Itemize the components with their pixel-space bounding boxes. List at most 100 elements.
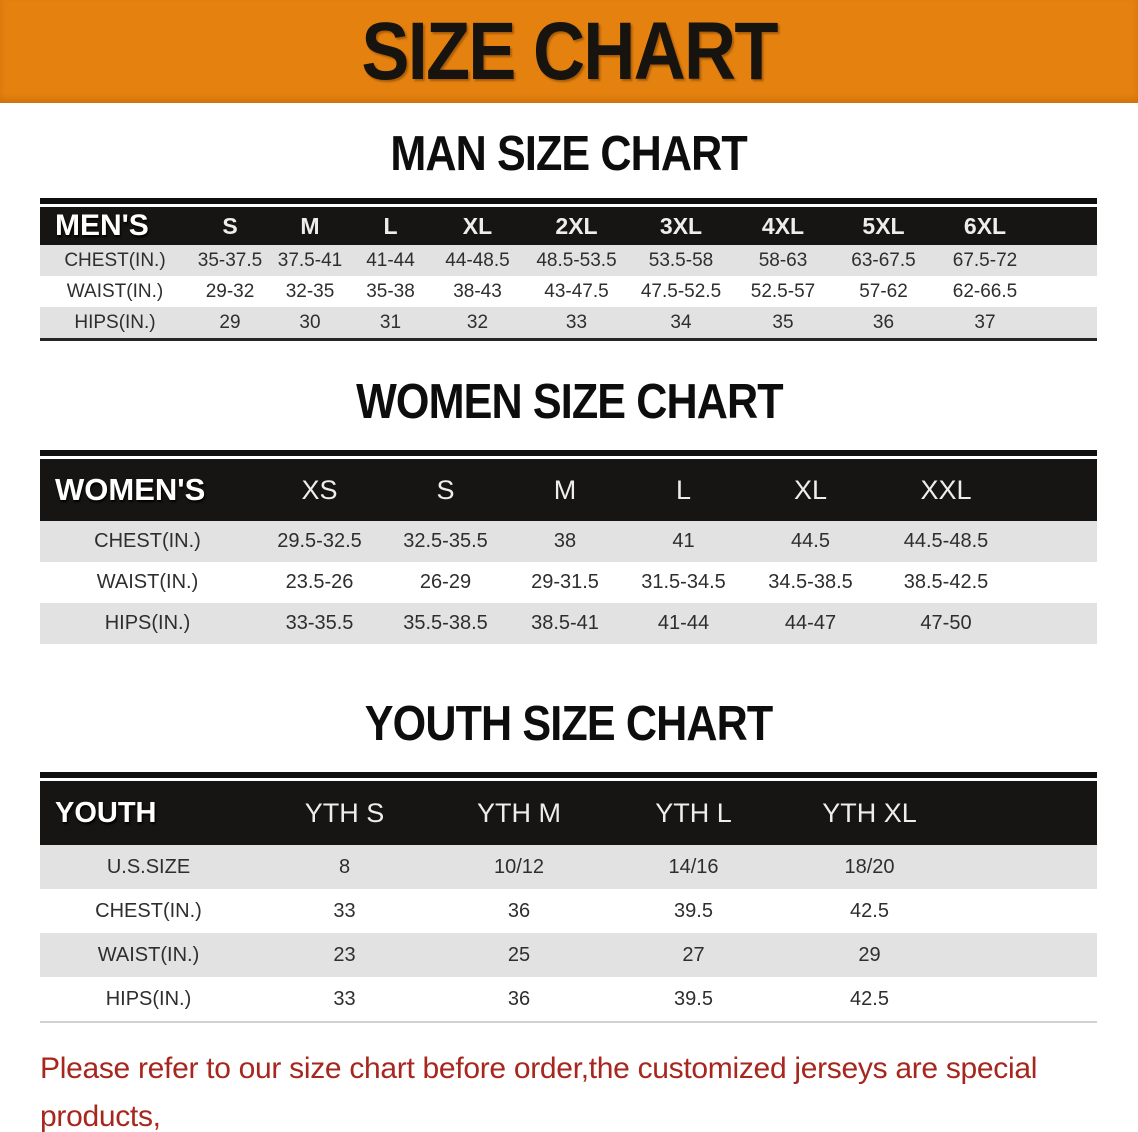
table-cell: 44-48.5 bbox=[445, 249, 510, 271]
page-title-text: SIZE CHART bbox=[361, 5, 778, 97]
disclaimer-note: Please refer to our size chart before or… bbox=[40, 1045, 1108, 1132]
disclaimer-line-1: Please refer to our size chart before or… bbox=[40, 1052, 1038, 1132]
table-cell: 52.5-57 bbox=[750, 280, 816, 302]
table-cell: 26-29 bbox=[419, 571, 472, 593]
table-cell: 29-31.5 bbox=[531, 571, 599, 593]
table-cell: 32-35 bbox=[285, 280, 335, 302]
table-row: WAIST(IN.) 23.5-26 26-29 29-31.5 31.5-34.5 34… bbox=[40, 562, 1097, 603]
table-cell: 47-50 bbox=[920, 612, 972, 634]
table-cell: 29.5-32.5 bbox=[277, 530, 362, 552]
men-size-table: MEN'S S M L XL 2XL 3XL 4XL 5XL 6XL CHEST(IN.) 35-37… bbox=[40, 198, 1097, 341]
column-header: L bbox=[383, 212, 398, 239]
table-cell: 10/12 bbox=[493, 855, 545, 878]
table-cell: 62-66.5 bbox=[952, 280, 1018, 302]
section-youth: YOUTH SIZE CHART YOUTH YTH S YTH M YTH L YTH… bbox=[0, 696, 1138, 1023]
table-row: HIPS(IN.) 33 36 39.5 42.5 bbox=[40, 977, 1097, 1021]
column-header: S bbox=[222, 212, 238, 239]
table-cell: 58-63 bbox=[758, 249, 808, 271]
table-corner-label: WOMEN'S bbox=[55, 472, 206, 507]
table-cell: 33 bbox=[333, 899, 356, 922]
youth-section-heading: YOUTH SIZE CHART bbox=[0, 696, 1138, 752]
table-cell: 37 bbox=[974, 311, 996, 333]
table-cell: 39.5 bbox=[674, 899, 713, 922]
table-cell: 35.5-38.5 bbox=[403, 612, 488, 634]
table-cell: 44.5-48.5 bbox=[903, 530, 989, 552]
table-cell: 36 bbox=[872, 311, 895, 333]
table-cell: 23 bbox=[333, 943, 356, 966]
table-row: U.S.SIZE 8 10/12 14/16 18/20 bbox=[40, 845, 1097, 889]
table-top-border bbox=[40, 450, 1097, 456]
table-cell: 53.5-58 bbox=[648, 249, 714, 271]
table-corner-label: YOUTH bbox=[55, 796, 157, 829]
table-row: CHEST(IN.) 33 36 39.5 42.5 bbox=[40, 889, 1097, 933]
table-cell: 35 bbox=[772, 311, 794, 333]
table-cell: 32.5-35.5 bbox=[403, 530, 488, 552]
column-header: YTH S bbox=[304, 797, 385, 828]
row-label: HIPS(IN.) bbox=[74, 311, 156, 333]
table-cell: 35-38 bbox=[366, 280, 415, 302]
row-label: WAIST(IN.) bbox=[97, 943, 200, 966]
table-cell: 43-47.5 bbox=[544, 280, 609, 302]
banner: SIZE CHART bbox=[0, 0, 1138, 103]
table-cell: 29-32 bbox=[205, 280, 255, 302]
table-cell: 67.5-72 bbox=[952, 249, 1018, 271]
table-cell: 34.5-38.5 bbox=[768, 571, 853, 593]
table-cell: 31.5-34.5 bbox=[641, 571, 726, 593]
women-size-table: WOMEN'S XS S M L XL XXL CHEST(IN.) 29.5-32.5 32.5… bbox=[40, 450, 1097, 644]
table-cell: 32 bbox=[466, 311, 489, 333]
column-header: XS bbox=[301, 474, 338, 505]
table-cell: 18/20 bbox=[844, 855, 895, 878]
men-section-heading-text: MAN SIZE CHART bbox=[390, 127, 748, 181]
table-cell: 42.5 bbox=[850, 899, 889, 922]
table-row: WAIST(IN.) 23 25 27 29 bbox=[40, 933, 1097, 977]
column-header: 6XL bbox=[963, 212, 1007, 239]
table-cell: 47.5-52.5 bbox=[640, 280, 722, 302]
table-row: WAIST(IN.) 29-32 32-35 35-38 38-43 43-47.5 47.… bbox=[40, 276, 1097, 307]
table-row: HIPS(IN.) 33-35.5 35.5-38.5 38.5-41 41-44 44-… bbox=[40, 603, 1097, 644]
table-cell: 8 bbox=[338, 855, 351, 878]
table-cell: 38-43 bbox=[453, 280, 502, 302]
column-header: M bbox=[300, 212, 320, 239]
table-cell: 33 bbox=[333, 987, 356, 1010]
table-top-border bbox=[40, 198, 1097, 204]
column-header: S bbox=[436, 474, 455, 505]
row-label: HIPS(IN.) bbox=[105, 987, 192, 1010]
table-cell: 14/16 bbox=[668, 855, 719, 878]
table-cell: 38 bbox=[553, 530, 577, 552]
page-title: SIZE CHART bbox=[333, 5, 805, 99]
row-label: CHEST(IN.) bbox=[94, 530, 201, 552]
table-row: CHEST(IN.) 35-37.5 37.5-41 41-44 44-48.5 48.5… bbox=[40, 245, 1097, 276]
table-cell: 34 bbox=[670, 311, 692, 333]
table-cell: 31 bbox=[379, 311, 402, 333]
youth-section-heading-text: YOUTH SIZE CHART bbox=[365, 697, 773, 751]
table-cell: 38.5-41 bbox=[531, 612, 599, 634]
row-label: CHEST(IN.) bbox=[95, 899, 202, 922]
table-cell: 36 bbox=[507, 987, 531, 1010]
table-header-row: YOUTH YTH S YTH M YTH L YTH XL bbox=[40, 781, 1097, 845]
table-cell: 41 bbox=[672, 530, 695, 552]
section-women: WOMEN SIZE CHART WOMEN'S XS S M L XL XXL CHEST(… bbox=[0, 374, 1138, 644]
column-header: 5XL bbox=[862, 212, 905, 239]
table-cell: 30 bbox=[299, 311, 321, 333]
table-cell: 29 bbox=[219, 311, 241, 333]
table-cell: 42.5 bbox=[850, 987, 889, 1010]
table-cell: 41-44 bbox=[366, 249, 415, 271]
row-label: HIPS(IN.) bbox=[104, 612, 191, 634]
table-cell: 48.5-53.5 bbox=[536, 249, 617, 271]
section-men: MAN SIZE CHART MEN'S S M L XL 2XL 3XL 4XL 5XL 6XL… bbox=[0, 126, 1138, 341]
row-label: CHEST(IN.) bbox=[64, 249, 166, 271]
table-cell: 27 bbox=[682, 943, 705, 966]
men-section-heading: MAN SIZE CHART bbox=[0, 126, 1138, 182]
column-header: L bbox=[675, 474, 692, 505]
column-header: YTH XL bbox=[822, 797, 917, 828]
table-top-border bbox=[40, 772, 1097, 778]
row-label: WAIST(IN.) bbox=[96, 571, 199, 593]
table-row: CHEST(IN.) 29.5-32.5 32.5-35.5 38 41 44.5 44.5… bbox=[40, 521, 1097, 562]
table-cell: 37.5-41 bbox=[277, 249, 343, 271]
table-cell: 36 bbox=[507, 899, 531, 922]
column-header: YTH M bbox=[477, 797, 561, 828]
youth-size-table: YOUTH YTH S YTH M YTH L YTH XL U.S.SIZE 8 10/12… bbox=[40, 772, 1097, 1023]
table-cell: 57-62 bbox=[859, 280, 908, 302]
column-header: 4XL bbox=[761, 212, 805, 239]
